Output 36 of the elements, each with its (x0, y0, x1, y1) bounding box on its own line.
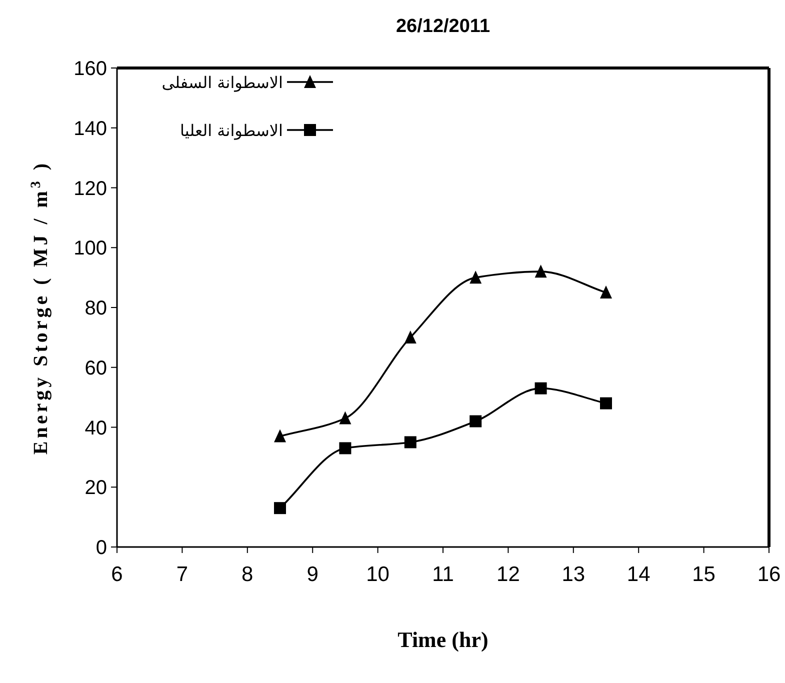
point (534, 264, 547, 278)
point (600, 286, 612, 299)
x-tick-label: 7 (176, 563, 188, 586)
point (404, 330, 416, 344)
chart-title: 26/12/2011 (396, 16, 490, 37)
point (470, 270, 482, 284)
point (534, 382, 547, 394)
y-tick-label: 60 (84, 357, 107, 380)
legend-label: الاسطوانة السفلى (162, 73, 283, 92)
point (274, 429, 286, 442)
x-axis-title: Time (hr) (398, 627, 488, 652)
legend-label: الاسطوانة العليا (180, 121, 283, 140)
x-tick-label: 9 (306, 563, 318, 586)
y-tick-label: 80 (84, 298, 107, 320)
x-tick-label: 6 (111, 563, 123, 586)
point (339, 411, 352, 424)
x-tick-label: 13 (562, 563, 586, 586)
x-tick-label: 10 (366, 563, 390, 586)
y-tick-label: 40 (84, 417, 107, 440)
x-tick-label: 12 (496, 563, 520, 586)
point (600, 397, 612, 410)
x-tick-label: 16 (757, 563, 781, 586)
point (339, 442, 352, 454)
x-tick-label: 15 (692, 563, 716, 586)
x-tick-label: 8 (242, 563, 254, 586)
y-tick-label: 160 (74, 58, 107, 80)
x-tick-label: 14 (626, 563, 651, 586)
y-tick-label: 0 (96, 537, 107, 559)
point (274, 502, 286, 514)
y-tick-label: 120 (74, 178, 107, 200)
y-tick-label: 140 (74, 118, 107, 140)
y-tick-label: 100 (74, 238, 107, 260)
point (470, 415, 482, 428)
y-tick-label: 20 (84, 477, 107, 500)
point (404, 436, 416, 448)
x-tick-label: 11 (432, 563, 454, 586)
